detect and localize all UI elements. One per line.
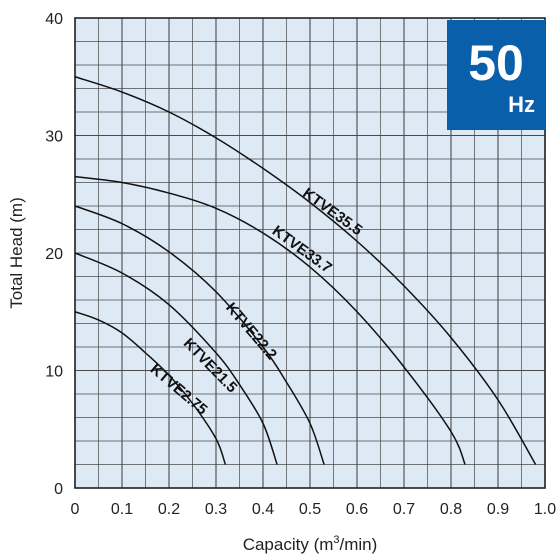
x-tick-label: 0.5: [299, 501, 321, 518]
x-tick-label: 0.4: [252, 501, 274, 518]
y-tick-label: 10: [45, 364, 63, 381]
superscript-3: 3: [333, 534, 339, 546]
y-tick-label: 40: [45, 11, 63, 28]
curve-ktve21-5: [74, 252, 278, 465]
x-tick-label: 0.2: [158, 501, 180, 518]
curve-ktve35-5: [74, 76, 537, 465]
y-tick-label: 0: [54, 481, 63, 498]
x-tick-label: 0.7: [393, 501, 415, 518]
frequency-unit: Hz: [508, 92, 535, 117]
x-tick-label: 0.9: [487, 501, 509, 518]
grid-lines: [74, 17, 546, 489]
axis-ticks: 0 0.1 0.2 0.3 0.4 0.5 0.6 0.7 0.8 0.9 1.0 0 10 20 30 40: [45, 11, 556, 518]
frequency-badge: 50 Hz: [447, 20, 545, 130]
x-tick-label: 0.1: [111, 501, 133, 518]
x-axis-title-rest: /min): [340, 535, 378, 554]
curve-ktve22-2: [74, 205, 325, 465]
y-axis-title: Total Head (m): [7, 197, 26, 308]
x-tick-label: 0.8: [440, 501, 462, 518]
y-tick-label: 30: [45, 129, 63, 146]
x-tick-label: 0.6: [346, 501, 368, 518]
x-tick-label: 1.0: [534, 501, 556, 518]
x-axis-title: Capacity (m3/min): [243, 534, 378, 554]
x-tick-label: 0.3: [205, 501, 227, 518]
frequency-badge-box: [447, 20, 545, 130]
y-tick-label: 20: [45, 246, 63, 263]
performance-curves: [74, 76, 537, 465]
frequency-value: 50: [468, 35, 524, 91]
curve-ktve33-7: [74, 175, 466, 465]
curve-ktve2-75: [74, 311, 227, 465]
x-tick-label: 0: [71, 501, 80, 518]
